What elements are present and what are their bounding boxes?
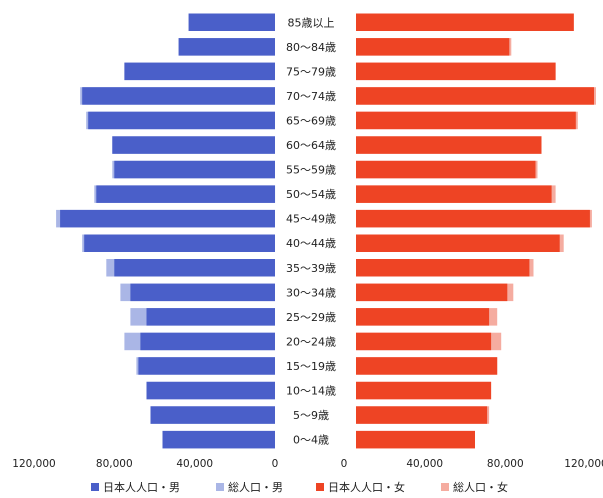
bar-male-japanese-6	[114, 160, 275, 179]
left-tick-label-2: 40,000	[176, 458, 213, 470]
bar-male-japanese-14	[138, 357, 275, 375]
bar-female-japanese-17	[356, 430, 475, 449]
bar-female-japanese-3	[356, 87, 594, 105]
legend-swatch-3	[441, 483, 449, 491]
age-label-12: 25～29歳	[286, 311, 336, 324]
bar-male-japanese-4	[88, 111, 275, 130]
right-tick-label-0: 0	[341, 458, 348, 470]
right-tick-label-3: 120,000	[564, 458, 603, 470]
age-label-4: 65～69歳	[286, 115, 336, 128]
bars-right	[356, 13, 596, 449]
age-labels: 85歳以上 80～84歳 75～79歳 70～74歳 65～69歳 60～64歳 55～59…	[286, 16, 336, 446]
age-label-15: 10～14歳	[286, 385, 336, 398]
legend-label-1: 総人口・男	[228, 480, 283, 494]
bar-male-japanese-17	[162, 430, 275, 449]
age-label-9: 40～44歳	[286, 237, 336, 250]
bar-male-japanese-5	[112, 136, 275, 154]
bar-female-japanese-16	[356, 406, 488, 424]
legend-label-3: 総人口・女	[453, 480, 508, 494]
bar-female-japanese-13	[356, 332, 492, 351]
bar-male-japanese-8	[60, 209, 275, 228]
bar-female-japanese-8	[356, 209, 590, 228]
right-tick-label-2: 80,000	[487, 458, 524, 470]
legend-label-0: 日本人人口・男	[103, 480, 180, 494]
right-axis: 0 40,000 80,000 120,000	[341, 458, 603, 470]
bar-female-japanese-14	[356, 357, 498, 375]
legend-label-2: 日本人人口・女	[328, 480, 405, 494]
age-label-6: 55～59歳	[286, 164, 336, 177]
bar-male-japanese-0	[188, 13, 275, 31]
legend-swatch-1	[216, 483, 224, 491]
bar-female-japanese-1	[356, 38, 510, 56]
legend-swatch-2	[316, 483, 324, 491]
bar-female-japanese-9	[356, 234, 560, 252]
bar-female-japanese-2	[356, 62, 556, 81]
bar-female-japanese-15	[356, 381, 492, 400]
age-label-16: 5～9歳	[293, 409, 329, 422]
bar-female-japanese-0	[356, 13, 574, 31]
age-label-1: 80～84歳	[286, 41, 336, 54]
bar-male-japanese-3	[82, 87, 275, 105]
bars-left	[56, 13, 276, 449]
bar-male-japanese-7	[96, 185, 275, 203]
bar-male-japanese-16	[150, 406, 275, 424]
age-label-2: 75～79歳	[286, 65, 336, 78]
left-tick-label-3: 0	[272, 458, 279, 470]
bar-female-japanese-12	[356, 308, 490, 326]
bar-male-japanese-9	[84, 234, 275, 252]
bar-female-japanese-10	[356, 259, 530, 277]
age-label-0: 85歳以上	[288, 16, 335, 29]
legend-swatch-0	[91, 483, 99, 491]
bar-male-japanese-2	[124, 62, 276, 81]
bar-female-japanese-6	[356, 160, 536, 179]
bar-male-japanese-10	[114, 259, 275, 277]
age-label-11: 30～34歳	[286, 286, 336, 299]
left-tick-label-0: 120,000	[12, 458, 55, 470]
age-label-3: 70～74歳	[286, 90, 336, 103]
bar-female-japanese-11	[356, 283, 508, 302]
right-tick-label-1: 40,000	[406, 458, 443, 470]
left-axis: 120,000 80,000 40,000 0	[12, 458, 278, 470]
bar-female-japanese-4	[356, 111, 576, 130]
age-label-5: 60～64歳	[286, 139, 336, 152]
age-label-17: 0～4歳	[293, 434, 329, 447]
bar-male-japanese-1	[178, 38, 275, 56]
bar-male-japanese-15	[146, 381, 275, 400]
bar-male-japanese-12	[146, 308, 275, 326]
age-label-7: 50～54歳	[286, 188, 336, 201]
bar-female-japanese-5	[356, 136, 542, 154]
bar-male-japanese-13	[140, 332, 275, 351]
left-tick-label-1: 80,000	[96, 458, 133, 470]
age-label-13: 20～24歳	[286, 335, 336, 348]
age-label-14: 15～19歳	[286, 360, 336, 373]
age-label-8: 45～49歳	[286, 213, 336, 226]
age-label-10: 35～39歳	[286, 262, 336, 275]
legend: 日本人人口・男 総人口・男 日本人人口・女 総人口・女	[91, 480, 508, 494]
bar-female-japanese-7	[356, 185, 552, 203]
bar-male-japanese-11	[130, 283, 275, 302]
